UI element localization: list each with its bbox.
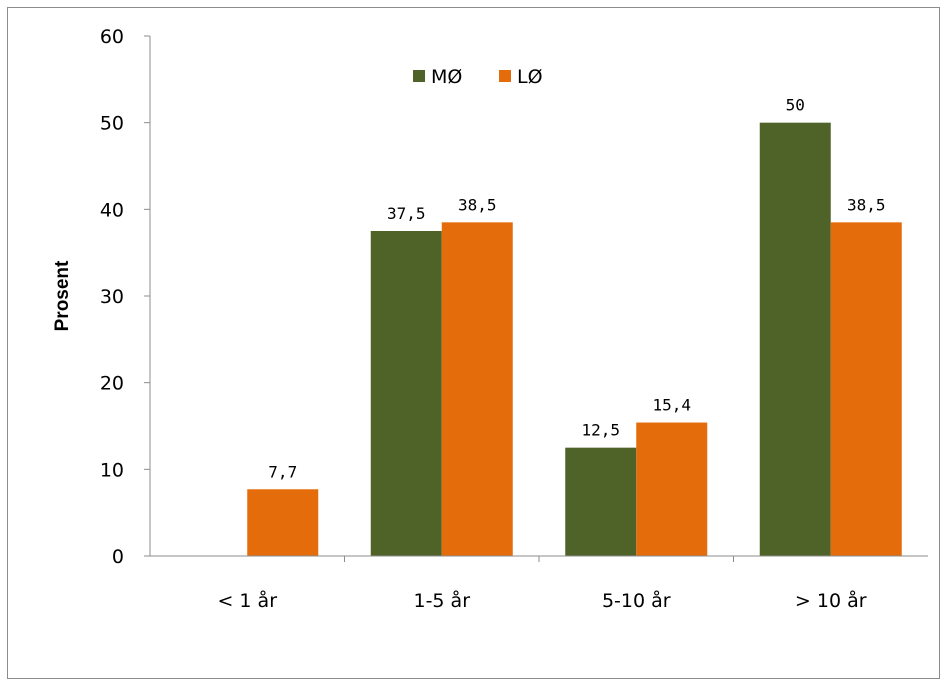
bar (247, 489, 319, 556)
bar (370, 231, 442, 556)
y-tick-label: 50 (100, 113, 124, 135)
bar (759, 122, 831, 557)
x-tick-label: 5-10 år (602, 589, 671, 612)
legend-label: LØ (517, 66, 543, 88)
data-label: 7,7 (268, 462, 297, 481)
y-tick-label: 60 (100, 26, 124, 48)
bar (636, 422, 708, 556)
y-tick-label: 0 (112, 546, 124, 568)
x-tick-label: < 1 år (217, 589, 277, 612)
data-label: 38,5 (847, 195, 886, 214)
legend-swatch (413, 70, 425, 82)
y-tick-label: 40 (100, 199, 124, 221)
legend-label: MØ (431, 66, 462, 88)
data-label: 50 (786, 96, 805, 115)
x-axis: < 1 år 1-5 år 5-10 år > 10 år (150, 555, 928, 612)
y-tick-label: 30 (100, 286, 124, 308)
bar (441, 222, 513, 557)
legend-swatch (499, 70, 511, 82)
data-label: 37,5 (387, 204, 426, 223)
data-label: 38,5 (458, 195, 497, 214)
x-tick-label: 1-5 år (413, 589, 470, 612)
data-label: 15,4 (652, 396, 691, 415)
x-tick-label: > 10 år (795, 589, 867, 612)
y-axis-label: Prosent (52, 260, 73, 331)
bar (830, 222, 902, 557)
y-tick-label: 10 (100, 459, 124, 481)
bar (565, 447, 637, 556)
data-labels: 7,7 37,5 38,5 12,5 15,4 50 38,5 (268, 96, 885, 482)
y-tick-label: 20 (100, 373, 124, 395)
y-axis: 0 10 20 30 40 50 60 (100, 26, 151, 568)
legend: MØ LØ (413, 66, 543, 88)
bars (247, 122, 902, 557)
data-label: 12,5 (581, 421, 620, 440)
